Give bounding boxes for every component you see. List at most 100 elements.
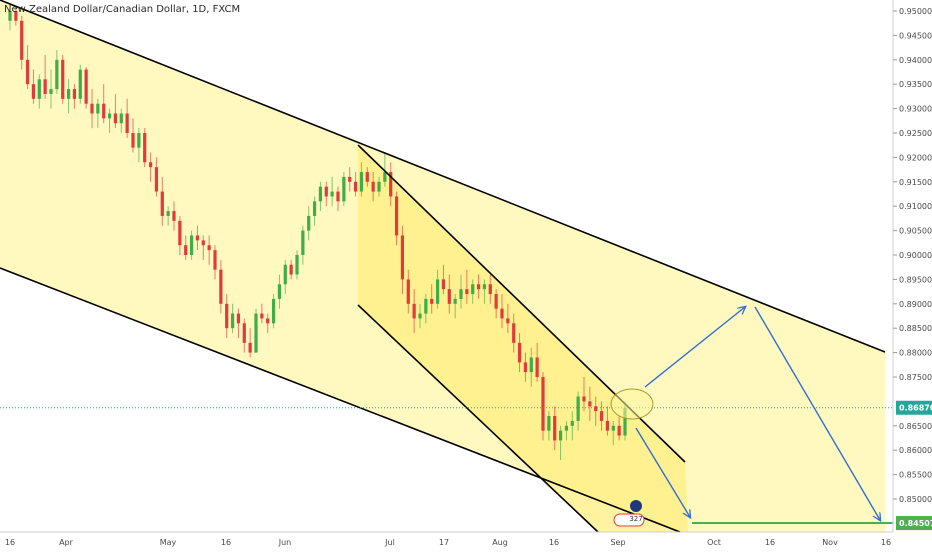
candle-body	[66, 89, 71, 99]
candle-body	[465, 289, 469, 295]
candle	[271, 294, 276, 329]
arrow-down-alternate	[635, 427, 690, 517]
x-tick-label: Jul	[384, 538, 395, 547]
candle	[195, 225, 200, 251]
candle-body	[154, 167, 159, 192]
candle-body	[84, 69, 88, 104]
candle	[494, 289, 498, 319]
badge-outline	[613, 513, 645, 527]
candle	[61, 54, 65, 104]
candle-body	[547, 416, 551, 431]
candle-body	[289, 264, 293, 275]
candle	[336, 186, 340, 212]
candle	[78, 64, 82, 104]
candle	[213, 245, 217, 280]
x-tick-label: Oct	[707, 538, 721, 547]
candle	[570, 411, 574, 441]
candle-body	[535, 357, 539, 377]
candle	[441, 264, 446, 295]
candle-body	[605, 420, 610, 431]
candle	[131, 118, 135, 153]
candle	[394, 191, 399, 246]
candle	[389, 162, 393, 207]
candle-body	[471, 284, 475, 295]
candle	[342, 172, 346, 207]
candle-body	[365, 172, 369, 182]
candle-body	[312, 201, 317, 216]
candle	[564, 420, 569, 441]
candle	[447, 274, 451, 314]
candle	[430, 284, 434, 314]
candle-body	[330, 191, 334, 197]
y-tick-label: 0.91000	[899, 202, 932, 211]
candle	[8, 8, 12, 31]
candle-body	[394, 196, 399, 236]
y-tick-label: 0.93500	[899, 80, 932, 89]
candle-body	[342, 176, 346, 202]
candle-body	[148, 162, 153, 168]
candle	[102, 84, 106, 124]
candle-body	[506, 318, 510, 324]
y-tick-label: 0.86000	[899, 446, 932, 455]
candle-body	[102, 103, 106, 119]
y-tick-label: 0.94000	[899, 56, 932, 65]
candle-body	[283, 264, 287, 285]
target-price-tag	[896, 516, 932, 531]
candle	[318, 181, 323, 212]
candle	[605, 406, 610, 436]
candle	[582, 377, 586, 412]
x-tick-label: Aug	[492, 538, 508, 547]
candle	[617, 416, 621, 441]
candle	[96, 98, 100, 129]
candle	[553, 406, 557, 451]
candle-body	[301, 230, 305, 255]
candles-layer	[8, 6, 627, 460]
y-tick-label: 0.88500	[899, 324, 932, 333]
candle	[125, 98, 129, 138]
candle-body	[236, 313, 241, 324]
x-tick-label: Jun	[278, 538, 292, 547]
candle	[424, 294, 428, 324]
channel-layer	[0, 0, 885, 532]
candle	[37, 74, 41, 109]
candle	[482, 279, 487, 304]
y-tick-label: 0.89000	[899, 300, 932, 309]
candle	[529, 347, 533, 387]
candle-body	[523, 362, 528, 373]
candle	[412, 289, 416, 334]
y-tick-label: 0.89500	[899, 275, 932, 284]
candle	[43, 54, 47, 99]
candle	[236, 308, 241, 338]
candle-body	[430, 298, 434, 304]
candle	[488, 274, 492, 304]
candle	[453, 294, 457, 319]
y-tick-label: 0.86500	[899, 422, 932, 431]
candle-body	[131, 133, 135, 148]
candle-body	[260, 313, 264, 319]
candle-body	[541, 377, 545, 431]
y-tick-label: 0.95000	[899, 7, 932, 16]
candle	[465, 269, 469, 304]
candle	[31, 69, 36, 104]
candle-body	[418, 313, 422, 319]
candle-body	[476, 284, 481, 290]
candle-body	[143, 133, 147, 163]
candle-body	[383, 172, 387, 182]
candle	[435, 269, 440, 309]
candle	[517, 333, 522, 373]
candle-body	[55, 59, 59, 90]
candle	[353, 172, 358, 197]
candle-body	[582, 396, 586, 402]
candle-body	[435, 279, 440, 304]
candle	[476, 274, 481, 299]
y-tick-label: 0.88000	[899, 349, 932, 358]
candle	[207, 235, 211, 265]
candle-body	[160, 191, 164, 216]
candle	[348, 167, 352, 192]
candle-body	[482, 284, 487, 290]
y-tick-label: 0.87500	[899, 373, 932, 382]
y-tick-label: 0.92000	[899, 153, 932, 162]
candle-body	[219, 269, 223, 304]
